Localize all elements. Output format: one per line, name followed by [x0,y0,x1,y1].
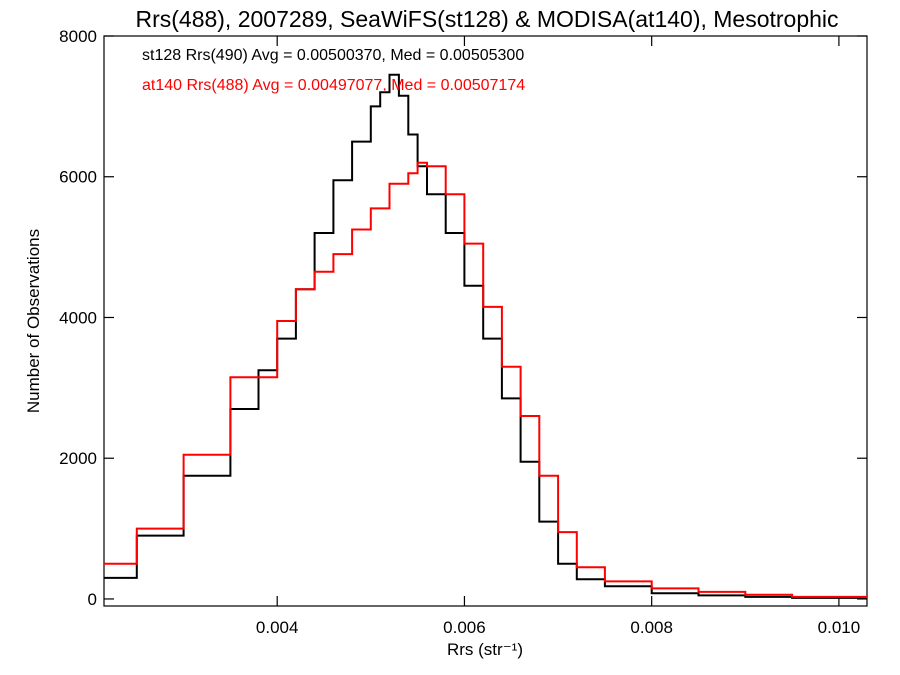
legend: st128 Rrs(490) Avg = 0.00500370, Med = 0… [142,47,525,94]
chart-title: Rrs(488), 2007289, SeaWiFS(st128) & MODI… [135,6,838,32]
series-layer [104,73,867,599]
y-axis-ticks: 0 2000 4000 6000 8000 [59,27,867,609]
x-tick-label: 0.006 [443,618,486,637]
plot-area [103,35,868,607]
legend-entry: st128 Rrs(490) Avg = 0.00500370, Med = 0… [142,47,524,64]
x-tick-label: 0.004 [256,618,299,637]
series-line-st128 [104,73,867,599]
x-axis-label: Rrs (str⁻¹) [447,640,523,659]
y-tick-label: 8000 [59,27,97,46]
y-tick-label: 6000 [59,168,97,187]
x-tick-label: 0.008 [630,618,673,637]
y-axis-label: Number of Observations [24,229,43,413]
legend-entry: at140 Rrs(488) Avg = 0.00497077, Med = 0… [142,77,525,94]
x-axis-ticks: 0.004 0.006 0.008 0.010 [256,36,860,637]
y-tick-label: 2000 [59,449,97,468]
y-tick-label: 0 [88,590,97,609]
series-line-at140 [104,161,867,599]
y-tick-label: 4000 [59,308,97,327]
x-tick-label: 0.010 [818,618,861,637]
plot-frame [103,35,868,607]
